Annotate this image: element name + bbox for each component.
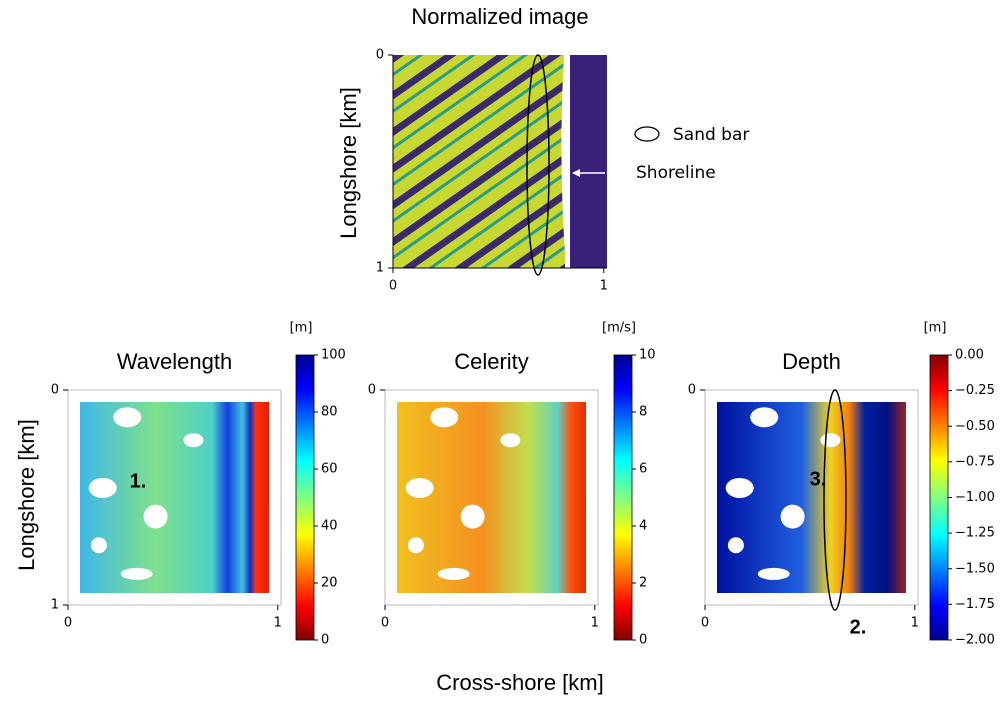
- colorbar-tick-label: 40: [321, 519, 338, 534]
- colorbar-tick-label: 20: [321, 576, 338, 591]
- x-label: Cross-shore [km]: [436, 670, 603, 695]
- colorbar-tick-label: 10: [639, 348, 656, 363]
- masked-area: [437, 567, 470, 580]
- x-tick-label: 1: [591, 616, 599, 631]
- masked-area: [90, 537, 107, 554]
- x-tick-label: 1: [274, 616, 282, 631]
- colorbar-unit: [m]: [290, 321, 313, 336]
- x-tick-label: 0: [389, 279, 397, 294]
- masked-area: [407, 537, 424, 554]
- masked-area: [460, 504, 485, 529]
- colorbar-tick-label: −1.25: [955, 526, 995, 541]
- image: [570, 55, 607, 268]
- colorbar-tick-label: 8: [639, 405, 647, 420]
- colorbar-tick-label: 0: [639, 633, 647, 648]
- x-tick-label: 0: [64, 616, 72, 631]
- legend-label: Shoreline: [636, 163, 716, 183]
- legend-ellipse: [634, 126, 660, 142]
- heatmap-image: [717, 402, 906, 593]
- colorbar: [613, 354, 633, 641]
- colorbar-tick-label: 0: [321, 633, 329, 648]
- arrow-head: [572, 169, 580, 177]
- title: Normalized image: [411, 4, 588, 29]
- annotation: 2.: [850, 616, 867, 638]
- annotation: 3.: [810, 468, 827, 490]
- colorbar-tick-label: 80: [321, 405, 338, 420]
- panel-title: Wavelength: [117, 349, 232, 374]
- masked-area: [500, 433, 521, 448]
- colorbar-tick-label: 60: [321, 462, 338, 477]
- y-label: Longshore [km]: [336, 87, 361, 239]
- panel-title: Celerity: [454, 349, 529, 374]
- x-tick-label: 0: [701, 616, 709, 631]
- colorbar-tick-label: 2: [639, 576, 647, 591]
- x-tick-label: 1: [911, 616, 919, 631]
- y-tick-label: 0: [51, 383, 59, 398]
- masked-area: [430, 407, 459, 428]
- heatmap-image: [80, 402, 269, 593]
- masked-area: [88, 477, 117, 498]
- colorbar-unit: [m]: [924, 321, 947, 336]
- colorbar-tick-label: 4: [639, 519, 647, 534]
- colorbar-tick-label: 100: [321, 348, 346, 363]
- colorbar-tick-label: 6: [639, 462, 647, 477]
- colorbar-tick-label: 0.00: [955, 348, 984, 363]
- y-tick-label: 1: [51, 598, 59, 613]
- masked-area: [820, 433, 841, 448]
- masked-area: [405, 477, 434, 498]
- sand-bar-ellipse: [526, 54, 550, 276]
- x-tick-label: 0: [381, 616, 389, 631]
- colorbar-tick-label: −1.75: [955, 597, 995, 612]
- shoreline-line: [561, 54, 570, 269]
- masked-area: [780, 504, 805, 529]
- y-label: Longshore [km]: [14, 419, 39, 571]
- masked-area: [727, 537, 744, 554]
- colorbar-tick-label: −2.00: [955, 633, 995, 648]
- y-tick-label: 0: [376, 48, 384, 63]
- masked-area: [183, 433, 204, 448]
- panel-title: Depth: [782, 349, 841, 374]
- colorbar-tick-label: −0.50: [955, 419, 995, 434]
- masked-area: [120, 567, 153, 580]
- annotation: 1.: [130, 470, 147, 492]
- masked-area: [725, 477, 754, 498]
- masked-area: [750, 407, 779, 428]
- heatmap-image: [397, 402, 586, 593]
- colorbar-tick-label: −0.25: [955, 383, 995, 398]
- colorbar-tick-label: −0.75: [955, 454, 995, 469]
- sand-bar-ellipse: [823, 389, 847, 611]
- x-tick-label: 1: [600, 279, 608, 294]
- y-tick-label: 1: [376, 261, 384, 276]
- colorbar-tick-label: −1.50: [955, 561, 995, 576]
- masked-area: [757, 567, 790, 580]
- masked-area: [143, 504, 168, 529]
- legend-label: Sand bar: [673, 125, 749, 145]
- y-tick-label: 0: [688, 383, 696, 398]
- y-tick-label: 0: [368, 383, 376, 398]
- masked-area: [113, 407, 142, 428]
- image: [393, 55, 565, 268]
- colorbar: [295, 354, 315, 641]
- colorbar: [929, 354, 949, 641]
- colorbar-unit: [m/s]: [602, 321, 636, 336]
- colorbar-tick-label: −1.00: [955, 490, 995, 505]
